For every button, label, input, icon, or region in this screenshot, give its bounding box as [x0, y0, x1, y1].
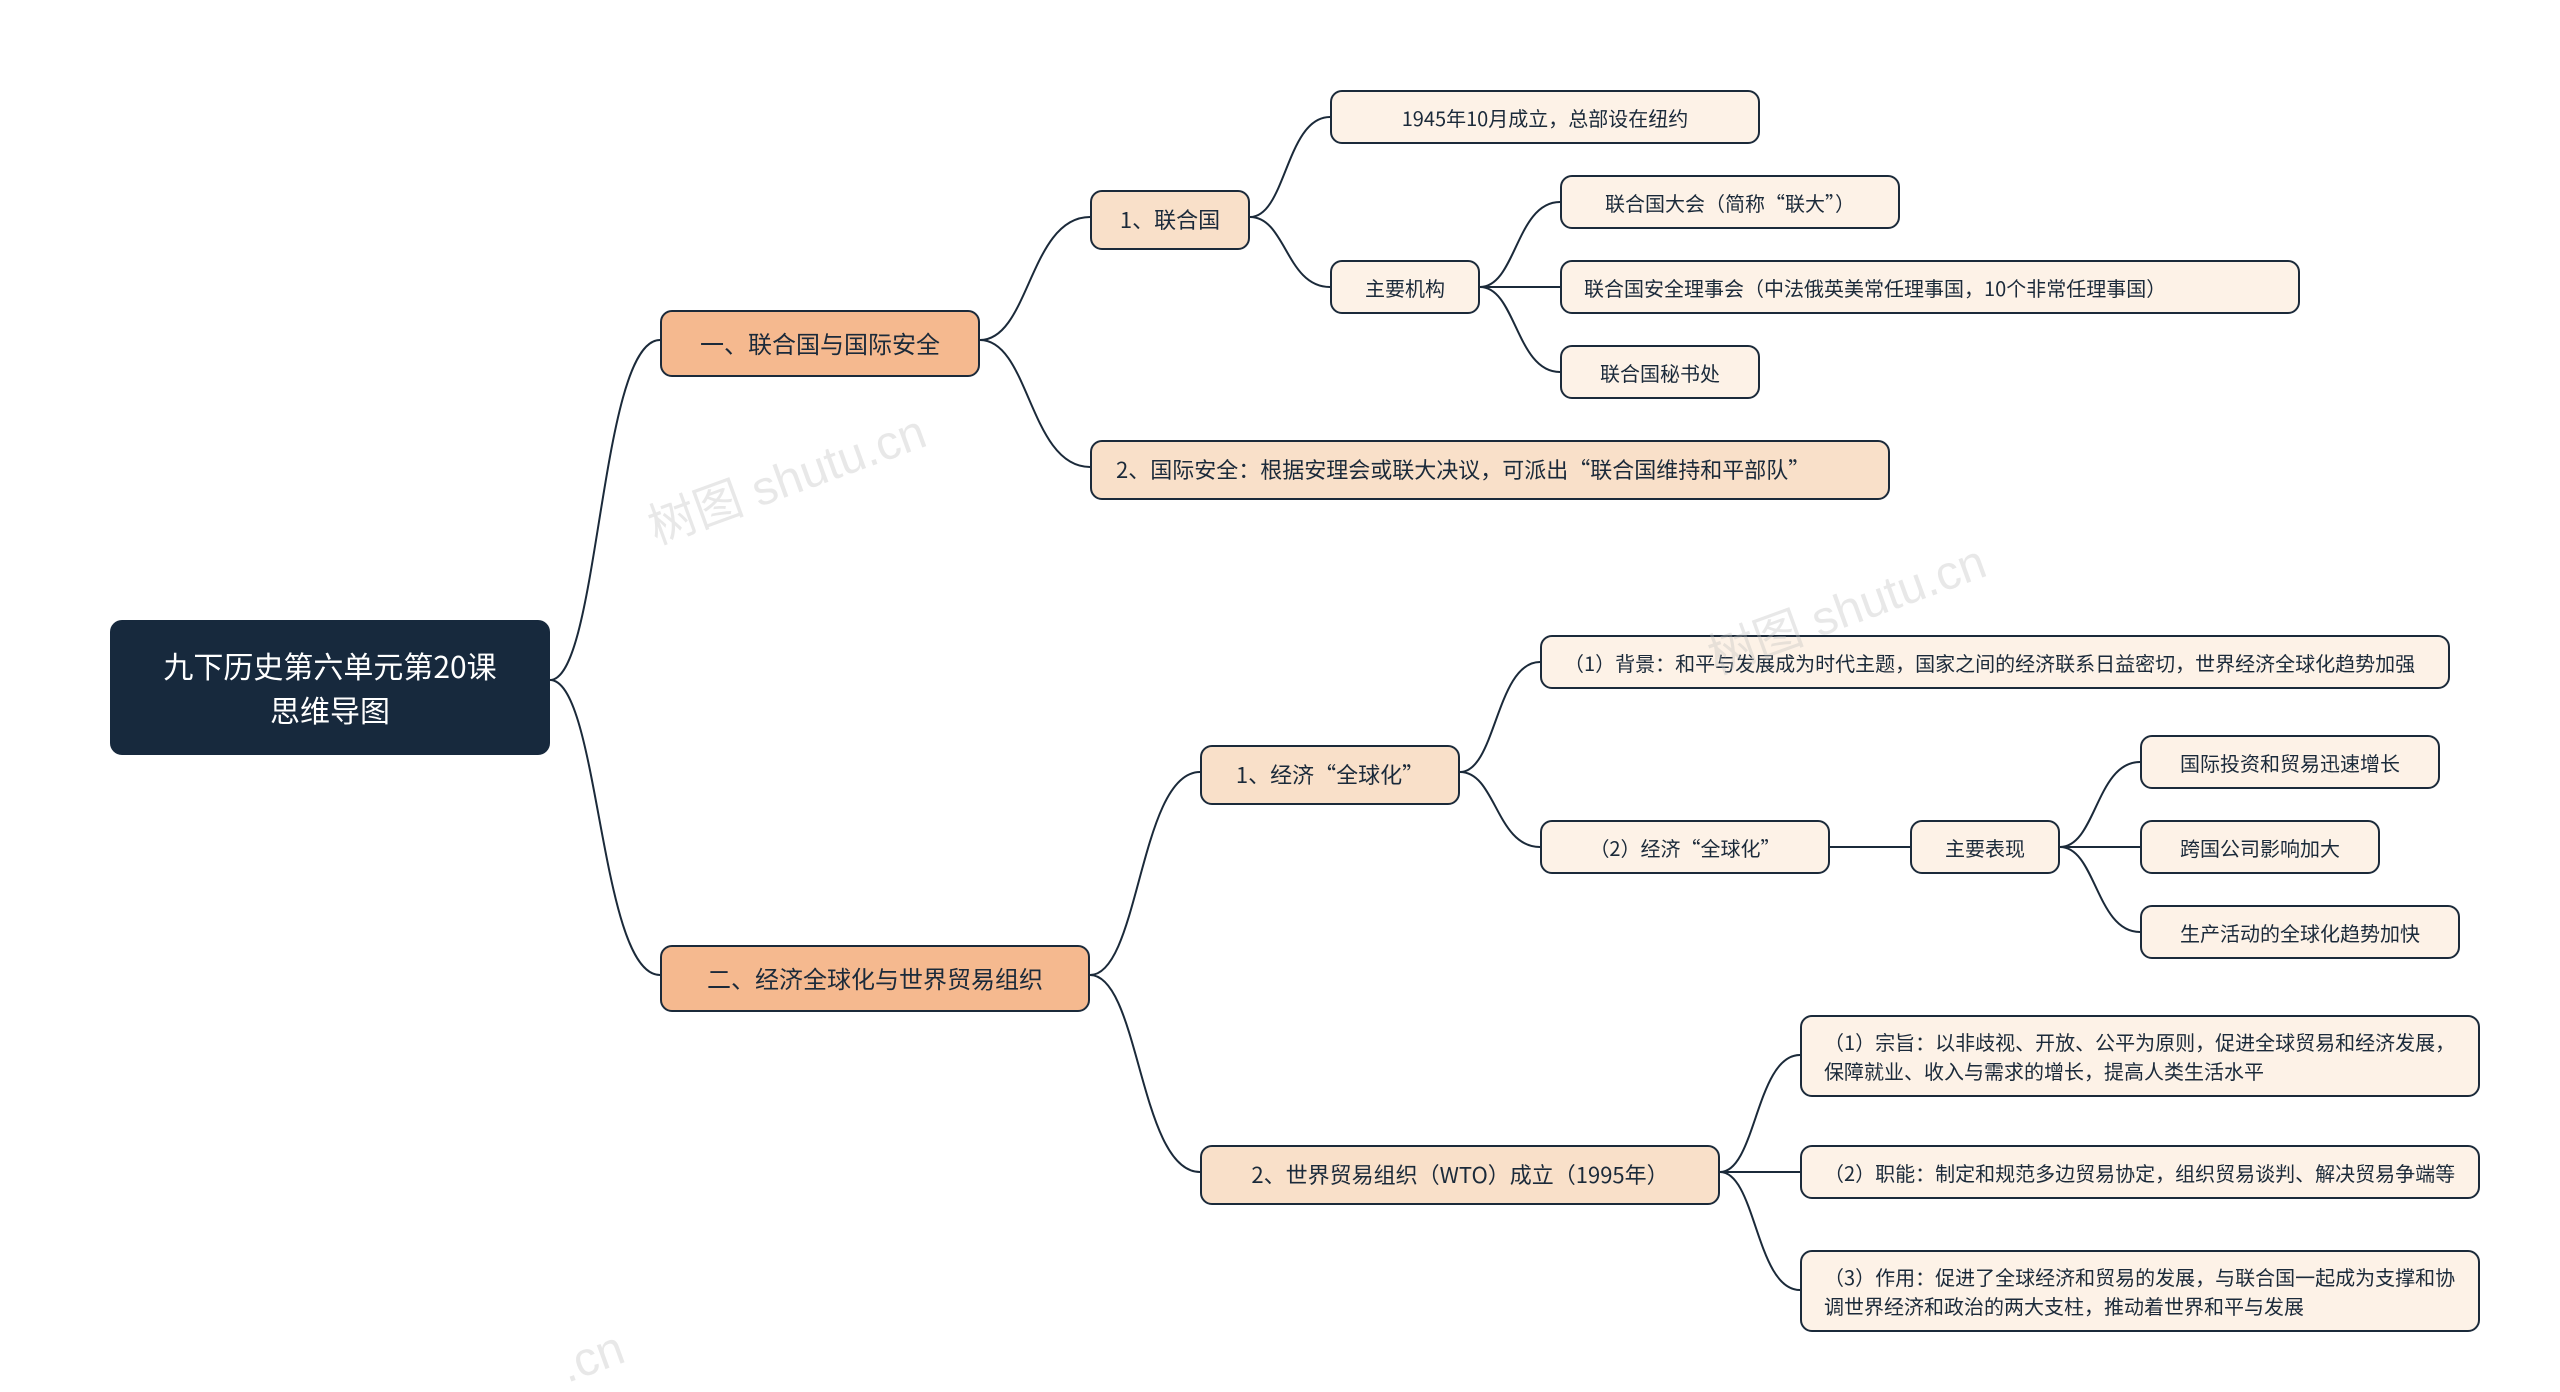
- node-s2b: 2、世界贸易组织（WTO）成立（1995年）: [1200, 1145, 1720, 1205]
- node-s2b2: （2）职能：制定和规范多边贸易协定，组织贸易谈判、解决贸易争端等: [1800, 1145, 2480, 1199]
- node-s1a2b: 联合国安全理事会（中法俄英美常任理事国，10个非常任理事国）: [1560, 260, 2300, 314]
- node-s2b1: （1）宗旨：以非歧视、开放、公平为原则，促进全球贸易和经济发展，保障就业、收入与…: [1800, 1015, 2480, 1097]
- node-s2a2m2: 跨国公司影响加大: [2140, 820, 2380, 874]
- node-s2a: 1、经济“全球化”: [1200, 745, 1460, 805]
- node-text-root: 九下历史第六单元第20课思维导图: [163, 644, 496, 731]
- node-text-s2b3: （3）作用：促进了全球经济和贸易的发展，与联合国一起成为支撑和协调世界经济和政治…: [1820, 1262, 2460, 1320]
- node-text-s2b1: （1）宗旨：以非歧视、开放、公平为原则，促进全球贸易和经济发展，保障就业、收入与…: [1820, 1027, 2460, 1085]
- edge-s2a-s2a1: [1460, 662, 1540, 772]
- edge-s2b-s2b1: [1720, 1055, 1800, 1172]
- edge-s2b-s2b3: [1720, 1172, 1800, 1290]
- edge-s1a-s1a1: [1250, 117, 1330, 217]
- edge-s2-s2b: [1090, 975, 1200, 1172]
- node-s2b3: （3）作用：促进了全球经济和贸易的发展，与联合国一起成为支撑和协调世界经济和政治…: [1800, 1250, 2480, 1332]
- node-text-s2b2: （2）职能：制定和规范多边贸易协定，组织贸易谈判、解决贸易争端等: [1820, 1158, 2459, 1187]
- node-s1a2c: 联合国秘书处: [1560, 345, 1760, 399]
- node-s1a: 1、联合国: [1090, 190, 1250, 250]
- node-s2a2m: 主要表现: [1910, 820, 2060, 874]
- edge-root-s1: [550, 340, 660, 680]
- mindmap-stage: 九下历史第六单元第20课思维导图 一、联合国与国际安全二、经济全球化与世界贸易组织…: [0, 0, 2560, 1392]
- node-s1a2: 主要机构: [1330, 260, 1480, 314]
- edge-s2-s2a: [1090, 772, 1200, 975]
- node-text-s2a1: （1）背景：和平与发展成为时代主题，国家之间的经济联系日益密切，世界经济全球化趋…: [1560, 648, 2419, 677]
- node-s2a2: （2）经济“全球化”: [1540, 820, 1830, 874]
- edge-s2a-s2a2: [1460, 772, 1540, 847]
- node-s1b: 2、国际安全：根据安理会或联大决议，可派出“联合国维持和平部队”: [1090, 440, 1890, 500]
- watermark-2: .cn: [553, 1321, 632, 1392]
- node-s2a2m3: 生产活动的全球化趋势加快: [2140, 905, 2460, 959]
- node-text-s1a2b: 联合国安全理事会（中法俄英美常任理事国，10个非常任理事国）: [1580, 273, 2170, 302]
- node-s1a1: 1945年10月成立，总部设在纽约: [1330, 90, 1760, 144]
- node-text-s1b: 2、国际安全：根据安理会或联大决议，可派出“联合国维持和平部队”: [1112, 454, 1814, 486]
- watermark-0: 树图 shutu.cn: [637, 392, 934, 557]
- node-s2a2m1: 国际投资和贸易迅速增长: [2140, 735, 2440, 789]
- node-s2a1: （1）背景：和平与发展成为时代主题，国家之间的经济联系日益密切，世界经济全球化趋…: [1540, 635, 2450, 689]
- edge-root-s2: [550, 680, 660, 975]
- edge-s1-s1b: [980, 340, 1090, 467]
- edge-s2a2m-s2a2m3: [2060, 847, 2140, 932]
- node-s1: 一、联合国与国际安全: [660, 310, 980, 377]
- node-s1a2a: 联合国大会（简称“联大”）: [1560, 175, 1900, 229]
- edge-s1-s1a: [980, 217, 1090, 340]
- edge-s2a2m-s2a2m1: [2060, 762, 2140, 847]
- edge-s1a2-s1a2a: [1480, 202, 1560, 287]
- edge-s1a2-s1a2c: [1480, 287, 1560, 372]
- edge-s1a-s1a2: [1250, 217, 1330, 287]
- node-root: 九下历史第六单元第20课思维导图: [110, 620, 550, 755]
- node-s2: 二、经济全球化与世界贸易组织: [660, 945, 1090, 1012]
